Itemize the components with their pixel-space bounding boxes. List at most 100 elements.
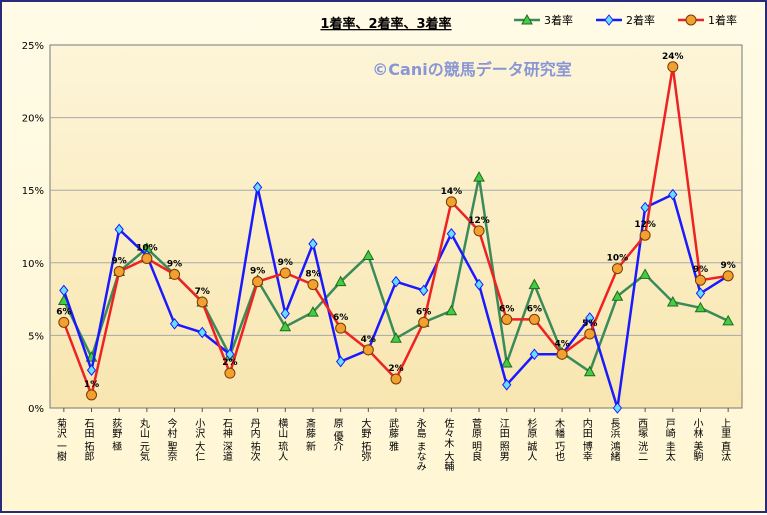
data-point <box>141 252 153 264</box>
data-label: 9% <box>167 259 182 269</box>
data-label: 9% <box>278 258 293 268</box>
data-label: 14% <box>441 187 463 197</box>
data-point <box>113 266 125 278</box>
x-tick-label: 小沢 大仁 <box>193 418 205 461</box>
data-point <box>722 314 735 326</box>
x-tick-label: 石神 深道 <box>220 418 232 461</box>
data-label: 24% <box>662 52 684 62</box>
data-point <box>279 320 292 332</box>
data-point <box>307 279 319 291</box>
data-label: 2% <box>222 358 237 368</box>
x-tick-label: 江田 照男 <box>497 418 509 462</box>
y-tick-label: 20% <box>22 114 44 125</box>
x-tick-label: 荻野 極 <box>110 418 122 451</box>
data-point <box>501 313 513 325</box>
data-point <box>640 201 650 214</box>
data-label: 10% <box>136 243 158 253</box>
x-tick-label: 内田 博幸 <box>580 417 592 462</box>
x-tick-label: 丸山 元気 <box>137 417 149 462</box>
data-point <box>86 389 98 401</box>
data-point <box>169 317 180 330</box>
data-label: 6% <box>499 304 514 314</box>
x-tick-label: 大野 拓弥 <box>359 417 371 462</box>
y-tick-label: 5% <box>28 331 44 342</box>
data-label: 9% <box>693 265 708 275</box>
data-point <box>419 284 429 297</box>
data-point <box>334 275 347 287</box>
data-point <box>445 196 457 208</box>
data-point <box>362 344 374 356</box>
data-label: 12% <box>634 220 656 230</box>
data-point <box>390 373 402 385</box>
watermark: ©Caniの競馬データ研究室 <box>372 60 571 79</box>
x-tick-label: 斎藤 新 <box>303 417 315 452</box>
data-point <box>528 278 541 290</box>
x-tick-label: 木幡 巧也 <box>553 418 565 461</box>
data-point <box>722 270 734 282</box>
data-point <box>335 322 347 334</box>
data-label: 6% <box>527 304 542 314</box>
x-tick-label: 西塚 洸二 <box>636 418 648 461</box>
data-point <box>528 313 540 325</box>
data-point <box>556 348 568 360</box>
data-label: 9% <box>721 261 736 271</box>
data-label: 1% <box>84 380 99 390</box>
y-tick-label: 0% <box>28 404 44 415</box>
y-tick-label: 15% <box>22 186 44 197</box>
data-point <box>418 316 430 328</box>
legend-marker <box>685 14 697 26</box>
data-point <box>252 181 263 194</box>
data-point <box>308 238 318 250</box>
data-point <box>611 263 623 275</box>
data-point <box>252 276 264 288</box>
data-label: 6% <box>416 307 431 317</box>
x-tick-label: 佐々木 大輔 <box>442 418 454 472</box>
data-point <box>585 312 595 324</box>
x-tick-label: 小林 美駒 <box>691 418 703 462</box>
x-tick-label: 丹内 祐次 <box>248 418 260 462</box>
legend-marker <box>604 14 614 26</box>
data-point <box>445 304 458 316</box>
data-label: 6% <box>56 307 71 317</box>
data-point <box>612 402 623 414</box>
data-point <box>694 274 706 286</box>
legend-entry: 1着率 <box>708 13 737 27</box>
data-point <box>59 284 69 297</box>
legend-marker <box>521 13 533 25</box>
data-point <box>639 229 651 241</box>
x-tick-label: 上里 直汰 <box>719 418 731 462</box>
data-point <box>502 378 512 391</box>
data-label: 10% <box>607 254 629 264</box>
x-tick-label: 武藤 雅 <box>387 417 399 452</box>
data-point <box>225 348 235 361</box>
x-tick-label: 石田 拓郎 <box>82 418 94 462</box>
data-label: 6% <box>333 313 348 323</box>
data-point <box>114 223 124 236</box>
data-point <box>639 268 651 279</box>
x-tick-label: 杉原 誠人 <box>525 417 537 461</box>
data-point <box>473 171 485 182</box>
chart-title: 1着率、2着率、3着率 <box>320 16 451 32</box>
x-tick-label: 菊沢 一樹 <box>54 418 66 462</box>
data-label: 12% <box>468 216 490 226</box>
data-point <box>666 295 679 307</box>
data-point <box>390 332 402 343</box>
x-tick-label: 菅原 明良 <box>470 418 482 462</box>
data-point <box>335 355 346 368</box>
x-tick-label: 横山 琉人 <box>276 417 288 461</box>
data-point <box>86 364 97 377</box>
data-point <box>58 316 70 328</box>
x-tick-label: 永島 まなみ <box>414 417 426 471</box>
data-point <box>279 267 291 279</box>
data-point <box>695 287 706 300</box>
data-point <box>391 275 401 288</box>
data-point <box>362 249 375 261</box>
data-point <box>196 296 208 308</box>
data-point <box>474 278 484 291</box>
x-tick-label: 原 優介 <box>331 418 343 451</box>
legend-entry: 3着率 <box>544 13 573 27</box>
data-label: 2% <box>388 364 403 374</box>
data-point <box>584 328 596 340</box>
